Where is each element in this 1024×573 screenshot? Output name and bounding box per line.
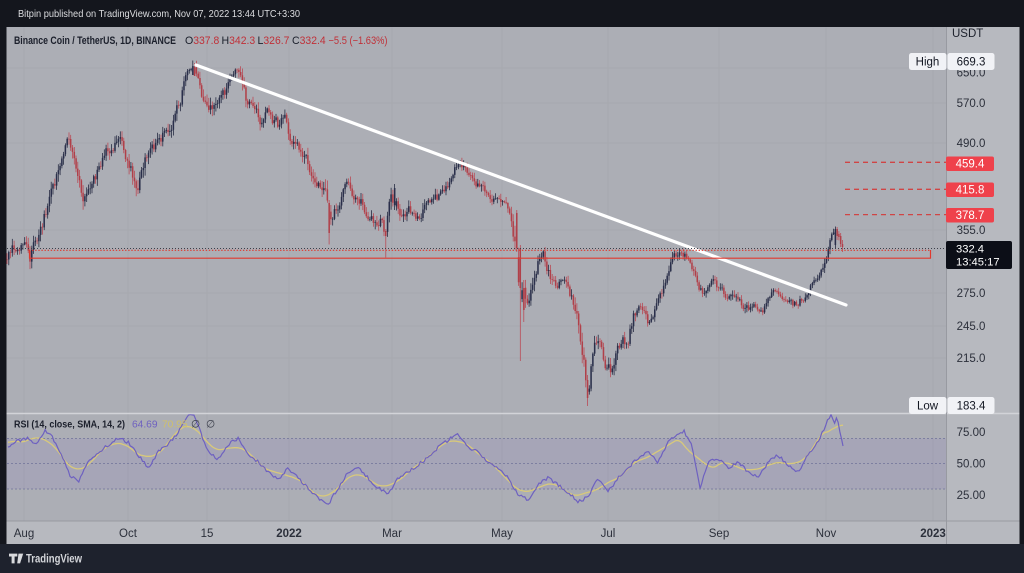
svg-text:Sep: Sep <box>709 528 729 540</box>
svg-text:355.0: 355.0 <box>957 225 986 237</box>
svg-text:Mar: Mar <box>382 528 402 540</box>
svg-text:15: 15 <box>201 528 214 540</box>
svg-text:75.00: 75.00 <box>957 427 986 439</box>
svg-text:Bitpin published on TradingVie: Bitpin published on TradingView.com, Nov… <box>18 9 300 20</box>
svg-text:Oct: Oct <box>119 528 138 540</box>
svg-text:Nov: Nov <box>816 528 837 540</box>
svg-text:Jul: Jul <box>601 528 616 540</box>
svg-text:25.00: 25.00 <box>957 490 986 502</box>
svg-text:415.8: 415.8 <box>956 185 985 197</box>
svg-text:TradingView: TradingView <box>26 552 83 566</box>
svg-text:High: High <box>916 57 940 69</box>
svg-text:459.4: 459.4 <box>956 159 985 171</box>
svg-text:245.0: 245.0 <box>957 321 986 333</box>
svg-text:−5.5 (−1.63%): −5.5 (−1.63%) <box>329 35 388 47</box>
svg-text:H342.3: H342.3 <box>222 35 256 47</box>
svg-text:275.0: 275.0 <box>957 288 986 300</box>
svg-text:Low: Low <box>917 401 939 413</box>
svg-text:215.0: 215.0 <box>957 353 986 365</box>
svg-text:Binance Coin / TetherUS, 1D, B: Binance Coin / TetherUS, 1D, BINANCE <box>14 35 176 47</box>
svg-text:C332.4: C332.4 <box>292 35 326 47</box>
svg-text:May: May <box>491 528 513 540</box>
svg-text:USDT: USDT <box>952 28 983 40</box>
svg-text:64.69: 64.69 <box>132 420 158 431</box>
svg-text:∅ ∅: ∅ ∅ <box>191 419 215 431</box>
svg-text:L326.7: L326.7 <box>258 35 290 47</box>
svg-text:332.4: 332.4 <box>956 244 984 256</box>
svg-text:650.0: 650.0 <box>957 68 986 80</box>
svg-text:183.4: 183.4 <box>957 401 986 413</box>
svg-text:RSI (14, close, SMA, 14, 2): RSI (14, close, SMA, 14, 2) <box>14 420 125 431</box>
svg-text:50.00: 50.00 <box>957 459 986 471</box>
svg-text:570.0: 570.0 <box>957 98 986 110</box>
svg-text:2023: 2023 <box>920 528 946 540</box>
svg-text:70.95: 70.95 <box>162 420 188 431</box>
svg-text:490.0: 490.0 <box>957 138 986 150</box>
svg-text:13:45:17: 13:45:17 <box>956 257 1000 269</box>
svg-text:2022: 2022 <box>276 528 302 540</box>
svg-text:669.3: 669.3 <box>957 57 986 69</box>
svg-text:378.7: 378.7 <box>956 210 985 222</box>
svg-text:O337.8: O337.8 <box>185 35 219 47</box>
svg-text:Aug: Aug <box>14 528 34 540</box>
